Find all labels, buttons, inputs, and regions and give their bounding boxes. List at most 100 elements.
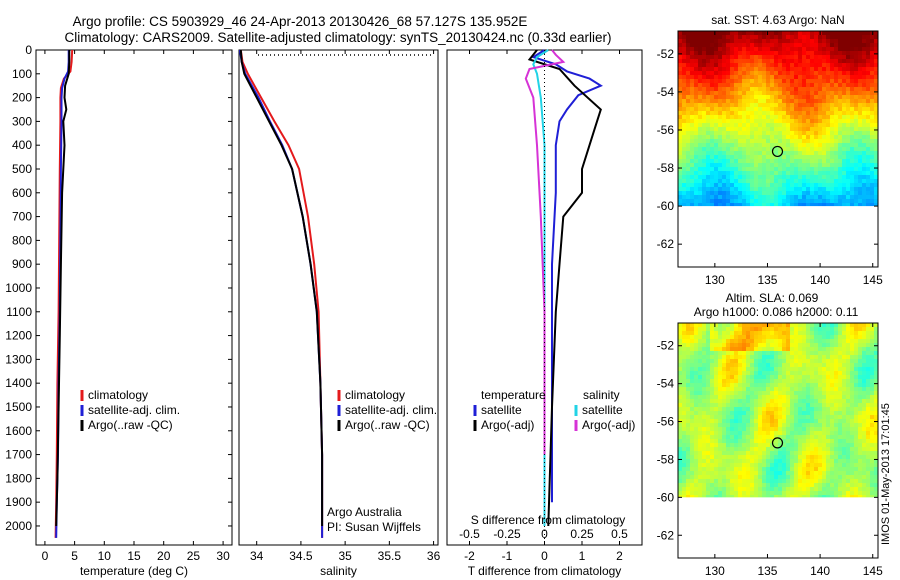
map-cell <box>830 463 834 467</box>
map-cell <box>806 147 810 151</box>
map-cell <box>814 63 818 67</box>
map-cell <box>854 479 858 483</box>
map-cell <box>678 483 682 487</box>
map-cell <box>742 407 746 411</box>
map-cell <box>798 131 802 135</box>
map-cell <box>814 175 818 179</box>
map-cell <box>778 383 782 387</box>
map-cell <box>742 339 746 343</box>
y-tick-label: 1900 <box>5 495 32 509</box>
map-cell <box>814 375 818 379</box>
map-cell <box>706 339 710 343</box>
map-cell <box>718 467 722 471</box>
map-cell <box>806 63 810 67</box>
map-cell <box>846 35 850 39</box>
map-cell <box>686 399 690 403</box>
map-cell <box>678 47 682 51</box>
map-cell <box>710 479 714 483</box>
map-cell <box>874 375 878 379</box>
map-cell <box>846 87 850 91</box>
map-cell <box>826 459 830 463</box>
map-cell <box>690 115 694 119</box>
map-cell <box>794 35 798 39</box>
map-cell <box>758 147 762 151</box>
map-cell <box>742 323 746 327</box>
map-cell <box>786 443 790 447</box>
map-cell <box>810 351 814 355</box>
map-cell <box>874 67 878 71</box>
map-cell <box>770 491 774 495</box>
map-cell <box>814 31 818 35</box>
map-cell <box>822 323 826 327</box>
map-cell <box>814 411 818 415</box>
map-cell <box>718 163 722 167</box>
map-cell <box>690 331 694 335</box>
map-cell <box>750 39 754 43</box>
map-cell <box>794 135 798 139</box>
map-cell <box>770 155 774 159</box>
map-cell <box>706 355 710 359</box>
map-cell <box>770 191 774 195</box>
map-cell <box>766 195 770 199</box>
map-cell <box>806 203 810 207</box>
map-cell <box>858 415 862 419</box>
map-cell <box>686 411 690 415</box>
map-cell <box>818 339 822 343</box>
map-cell <box>758 339 762 343</box>
map-cell <box>750 87 754 91</box>
map-cell <box>774 387 778 391</box>
map-cell <box>742 175 746 179</box>
map-cell <box>746 87 750 91</box>
map-cell <box>710 43 714 47</box>
map-cell <box>718 147 722 151</box>
map-cell <box>790 91 794 95</box>
map-cell <box>698 155 702 159</box>
map-cell <box>818 403 822 407</box>
map-cell <box>850 367 854 371</box>
map-cell <box>762 163 766 167</box>
y-tick-label: 1700 <box>5 448 32 462</box>
map-cell <box>822 363 826 367</box>
map-cell <box>690 351 694 355</box>
map-cell <box>790 87 794 91</box>
map-cell <box>798 491 802 495</box>
map-cell <box>830 355 834 359</box>
map-cell <box>742 383 746 387</box>
map-cell <box>830 91 834 95</box>
map-cell <box>782 431 786 435</box>
map-cell <box>866 427 870 431</box>
map-cell <box>730 55 734 59</box>
map-cell <box>790 363 794 367</box>
map-cell <box>818 35 822 39</box>
map-cell <box>854 363 858 367</box>
map-cell <box>854 475 858 479</box>
map-cell <box>702 471 706 475</box>
map-cell <box>702 379 706 383</box>
map-cell <box>862 195 866 199</box>
map-cell <box>706 451 710 455</box>
map-cell <box>778 127 782 131</box>
map-cell <box>690 63 694 67</box>
map-cell <box>830 55 834 59</box>
map-cell <box>766 123 770 127</box>
map-cell <box>826 359 830 363</box>
map-cell <box>742 87 746 91</box>
map-cell <box>806 111 810 115</box>
map-cell <box>686 451 690 455</box>
map-cell <box>742 199 746 203</box>
map-cell <box>854 143 858 147</box>
map-cell <box>842 167 846 171</box>
map-cell <box>682 415 686 419</box>
map-cell <box>814 43 818 47</box>
map-cell <box>870 383 874 387</box>
map-cell <box>794 143 798 147</box>
map-cell <box>726 147 730 151</box>
map-cell <box>802 31 806 35</box>
map-cell <box>874 187 878 191</box>
map-cell <box>850 59 854 63</box>
map-cell <box>706 411 710 415</box>
map-cell <box>854 487 858 491</box>
map-cell <box>846 99 850 103</box>
map-cell <box>702 51 706 55</box>
map-cell <box>790 99 794 103</box>
